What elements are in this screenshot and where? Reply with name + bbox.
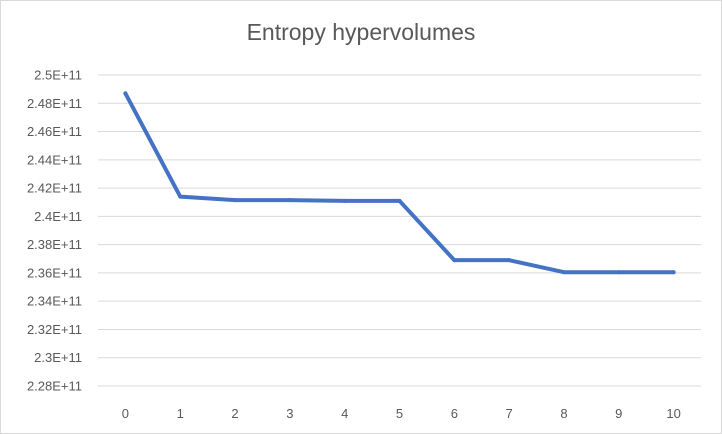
y-tick-label: 2.38E+11 — [27, 237, 82, 252]
x-tick-label: 3 — [286, 406, 293, 421]
y-axis-tick-labels: 2.28E+11 2.3E+11 2.32E+11 2.34E+11 2.36E+11 2… — [27, 68, 82, 394]
data-point — [287, 198, 292, 203]
y-tick-label: 2.48E+11 — [27, 96, 82, 111]
x-tick-label: 6 — [451, 406, 458, 421]
y-tick-label: 2.5E+11 — [34, 68, 82, 83]
x-tick-label: 1 — [177, 406, 184, 421]
y-tick-label: 2.36E+11 — [27, 265, 82, 280]
x-axis-tick-labels: 0 1 2 3 4 5 6 7 8 9 10 — [122, 406, 681, 421]
y-tick-label: 2.28E+11 — [27, 379, 82, 394]
x-tick-label: 10 — [666, 406, 680, 421]
x-tick-label: 0 — [122, 406, 129, 421]
series-line — [123, 91, 676, 275]
y-tick-label: 2.42E+11 — [27, 181, 82, 196]
series-group — [123, 91, 676, 275]
x-tick-label: 2 — [231, 406, 238, 421]
gridlines — [98, 74, 701, 387]
y-tick-label: 2.32E+11 — [27, 322, 82, 337]
y-tick-label: 2.4E+11 — [34, 209, 82, 224]
chart-title: Entropy hypervolumes — [246, 19, 476, 45]
y-tick-label: 2.46E+11 — [27, 124, 82, 139]
x-tick-label: 7 — [506, 406, 513, 421]
data-point — [397, 198, 402, 203]
x-tick-label: 4 — [341, 406, 348, 421]
x-tick-label: 9 — [615, 406, 622, 421]
data-point — [616, 270, 621, 275]
data-point — [452, 258, 457, 263]
x-tick-label: 5 — [396, 406, 403, 421]
data-point — [671, 270, 676, 275]
y-tick-label: 2.3E+11 — [34, 350, 82, 365]
data-point — [233, 198, 238, 203]
data-point — [507, 258, 512, 263]
y-tick-label: 2.34E+11 — [27, 294, 82, 309]
y-tick-label: 2.44E+11 — [27, 152, 82, 167]
x-tick-label: 8 — [560, 406, 567, 421]
data-point — [561, 270, 566, 275]
data-point — [342, 198, 347, 203]
data-point — [178, 194, 183, 199]
data-point — [123, 91, 128, 96]
